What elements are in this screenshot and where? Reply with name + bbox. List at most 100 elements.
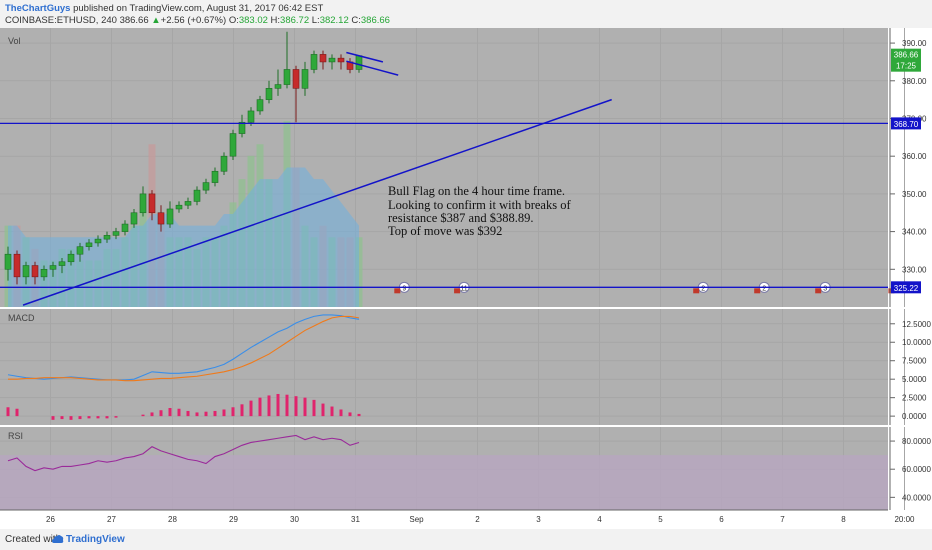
candle[interactable]: [22, 265, 30, 278]
price-tick-label: 340.00: [902, 228, 927, 237]
close-value: 386.66: [360, 15, 390, 26]
candle[interactable]: [130, 212, 138, 225]
macd-histogram-bar: [321, 403, 325, 417]
macd-pane-label: MACD: [8, 313, 35, 323]
rsi-line: [7, 434, 360, 472]
macd-histogram-bar: [87, 416, 91, 419]
time-tick-label: 28: [168, 515, 177, 524]
candle[interactable]: [76, 246, 84, 255]
candle[interactable]: [166, 208, 174, 225]
price-tick-label: 390.00: [902, 39, 927, 48]
published-info: published on TradingView.com, August 31,…: [73, 3, 324, 14]
last-price-label: 386.66: [894, 51, 919, 60]
macd-histogram-bar: [15, 408, 19, 417]
candle[interactable]: [274, 84, 282, 89]
time-tick-label: Sep: [409, 515, 424, 524]
macd-histogram-bar: [150, 412, 154, 417]
price-change: +2.56 (+0.67%): [160, 15, 227, 26]
candle[interactable]: [40, 268, 48, 278]
rsi-band: [0, 455, 888, 510]
candle[interactable]: [148, 193, 156, 214]
macd-histogram-bar: [204, 411, 208, 417]
macd-histogram-bar: [285, 394, 289, 417]
candle[interactable]: [238, 121, 246, 134]
macd-tick-label: 12.5000: [902, 320, 931, 329]
candle[interactable]: [49, 265, 57, 270]
chart-canvas[interactable]: 9112232 390.00380.00370.00360.00350.0034…: [0, 28, 932, 529]
candle[interactable]: [229, 133, 237, 157]
candle[interactable]: [301, 69, 309, 89]
macd-histogram-bar: [195, 412, 199, 417]
candle[interactable]: [94, 238, 102, 244]
candle[interactable]: [121, 223, 129, 232]
candle[interactable]: [355, 55, 363, 70]
flag-upper-line[interactable]: [346, 51, 384, 63]
tradingview-brand[interactable]: TradingView: [66, 534, 125, 545]
macd-histogram-bar: [78, 416, 82, 420]
macd-histogram-bar: [159, 410, 163, 417]
candle-timer-label: 17:25: [896, 62, 917, 71]
time-tick-label: 5: [658, 515, 663, 524]
candle[interactable]: [220, 155, 228, 172]
candle[interactable]: [103, 235, 111, 240]
macd-histogram-bar: [186, 410, 190, 417]
macd-histogram-bar: [177, 408, 181, 417]
candle[interactable]: [85, 242, 93, 247]
candle[interactable]: [139, 193, 147, 214]
candle[interactable]: [328, 57, 336, 63]
time-tick-label: 29: [229, 515, 238, 524]
symbol-label[interactable]: COINBASE:ETHUSD, 240: [5, 15, 117, 26]
publisher-name[interactable]: TheChartGuys: [5, 3, 71, 14]
event-badge-count: 11: [460, 285, 467, 292]
time-tick-label: 4: [597, 515, 602, 524]
macd-pane[interactable]: [0, 309, 888, 425]
candle[interactable]: [256, 99, 264, 112]
time-tick-label: 8: [841, 515, 846, 524]
candle[interactable]: [310, 54, 318, 70]
candle[interactable]: [247, 110, 255, 123]
candle[interactable]: [175, 204, 183, 210]
candle[interactable]: [202, 182, 210, 191]
up-triangle-icon: ▲: [151, 15, 161, 26]
time-tick-label: 7: [780, 515, 785, 524]
macd-histogram-bar: [105, 416, 109, 419]
last-price: 386.66: [119, 15, 149, 26]
chart-header: TheChartGuys published on TradingView.co…: [0, 0, 932, 28]
open-value: 383.02: [238, 15, 268, 26]
macd-histogram-bar: [231, 407, 235, 417]
event-badge-count: 2: [701, 285, 705, 292]
candle[interactable]: [193, 189, 201, 202]
macd-tick-label: 10.0000: [902, 338, 931, 347]
event-badge-count: 3: [823, 285, 827, 292]
candle[interactable]: [211, 170, 219, 183]
candle[interactable]: [337, 57, 345, 63]
candle[interactable]: [184, 201, 192, 206]
us-flag-icon: [693, 288, 700, 294]
candle[interactable]: [283, 69, 291, 85]
candle[interactable]: [13, 253, 21, 278]
us-flag-icon: [754, 288, 761, 294]
macd-histogram-bar: [348, 412, 352, 417]
macd-tick-label: 7.5000: [902, 357, 927, 366]
annotation-text: Bull Flag on the 4 hour time frame. Look…: [388, 184, 571, 238]
candle[interactable]: [265, 88, 273, 100]
trend-line[interactable]: [22, 98, 612, 306]
candle[interactable]: [58, 261, 66, 266]
price-tick-label: 360.00: [902, 152, 927, 161]
low-value: 382.12: [319, 15, 349, 26]
us-flag-icon: [815, 288, 822, 294]
time-tick-label: 26: [46, 515, 55, 524]
volume-ma-area: [8, 167, 359, 307]
time-tick-label: 30: [290, 515, 299, 524]
candle[interactable]: [319, 54, 327, 63]
flag-lower-line[interactable]: [346, 60, 399, 76]
candle[interactable]: [67, 253, 75, 263]
macd-tick-label: 5.0000: [902, 375, 927, 384]
candle[interactable]: [31, 265, 39, 278]
candle[interactable]: [4, 253, 12, 270]
macd-histogram-bar: [276, 393, 280, 417]
ohlc-line: COINBASE:ETHUSD, 240 386.66 ▲+2.56 (+0.6…: [5, 15, 390, 26]
candle[interactable]: [112, 231, 120, 236]
candle[interactable]: [157, 212, 165, 225]
candle[interactable]: [292, 69, 300, 89]
